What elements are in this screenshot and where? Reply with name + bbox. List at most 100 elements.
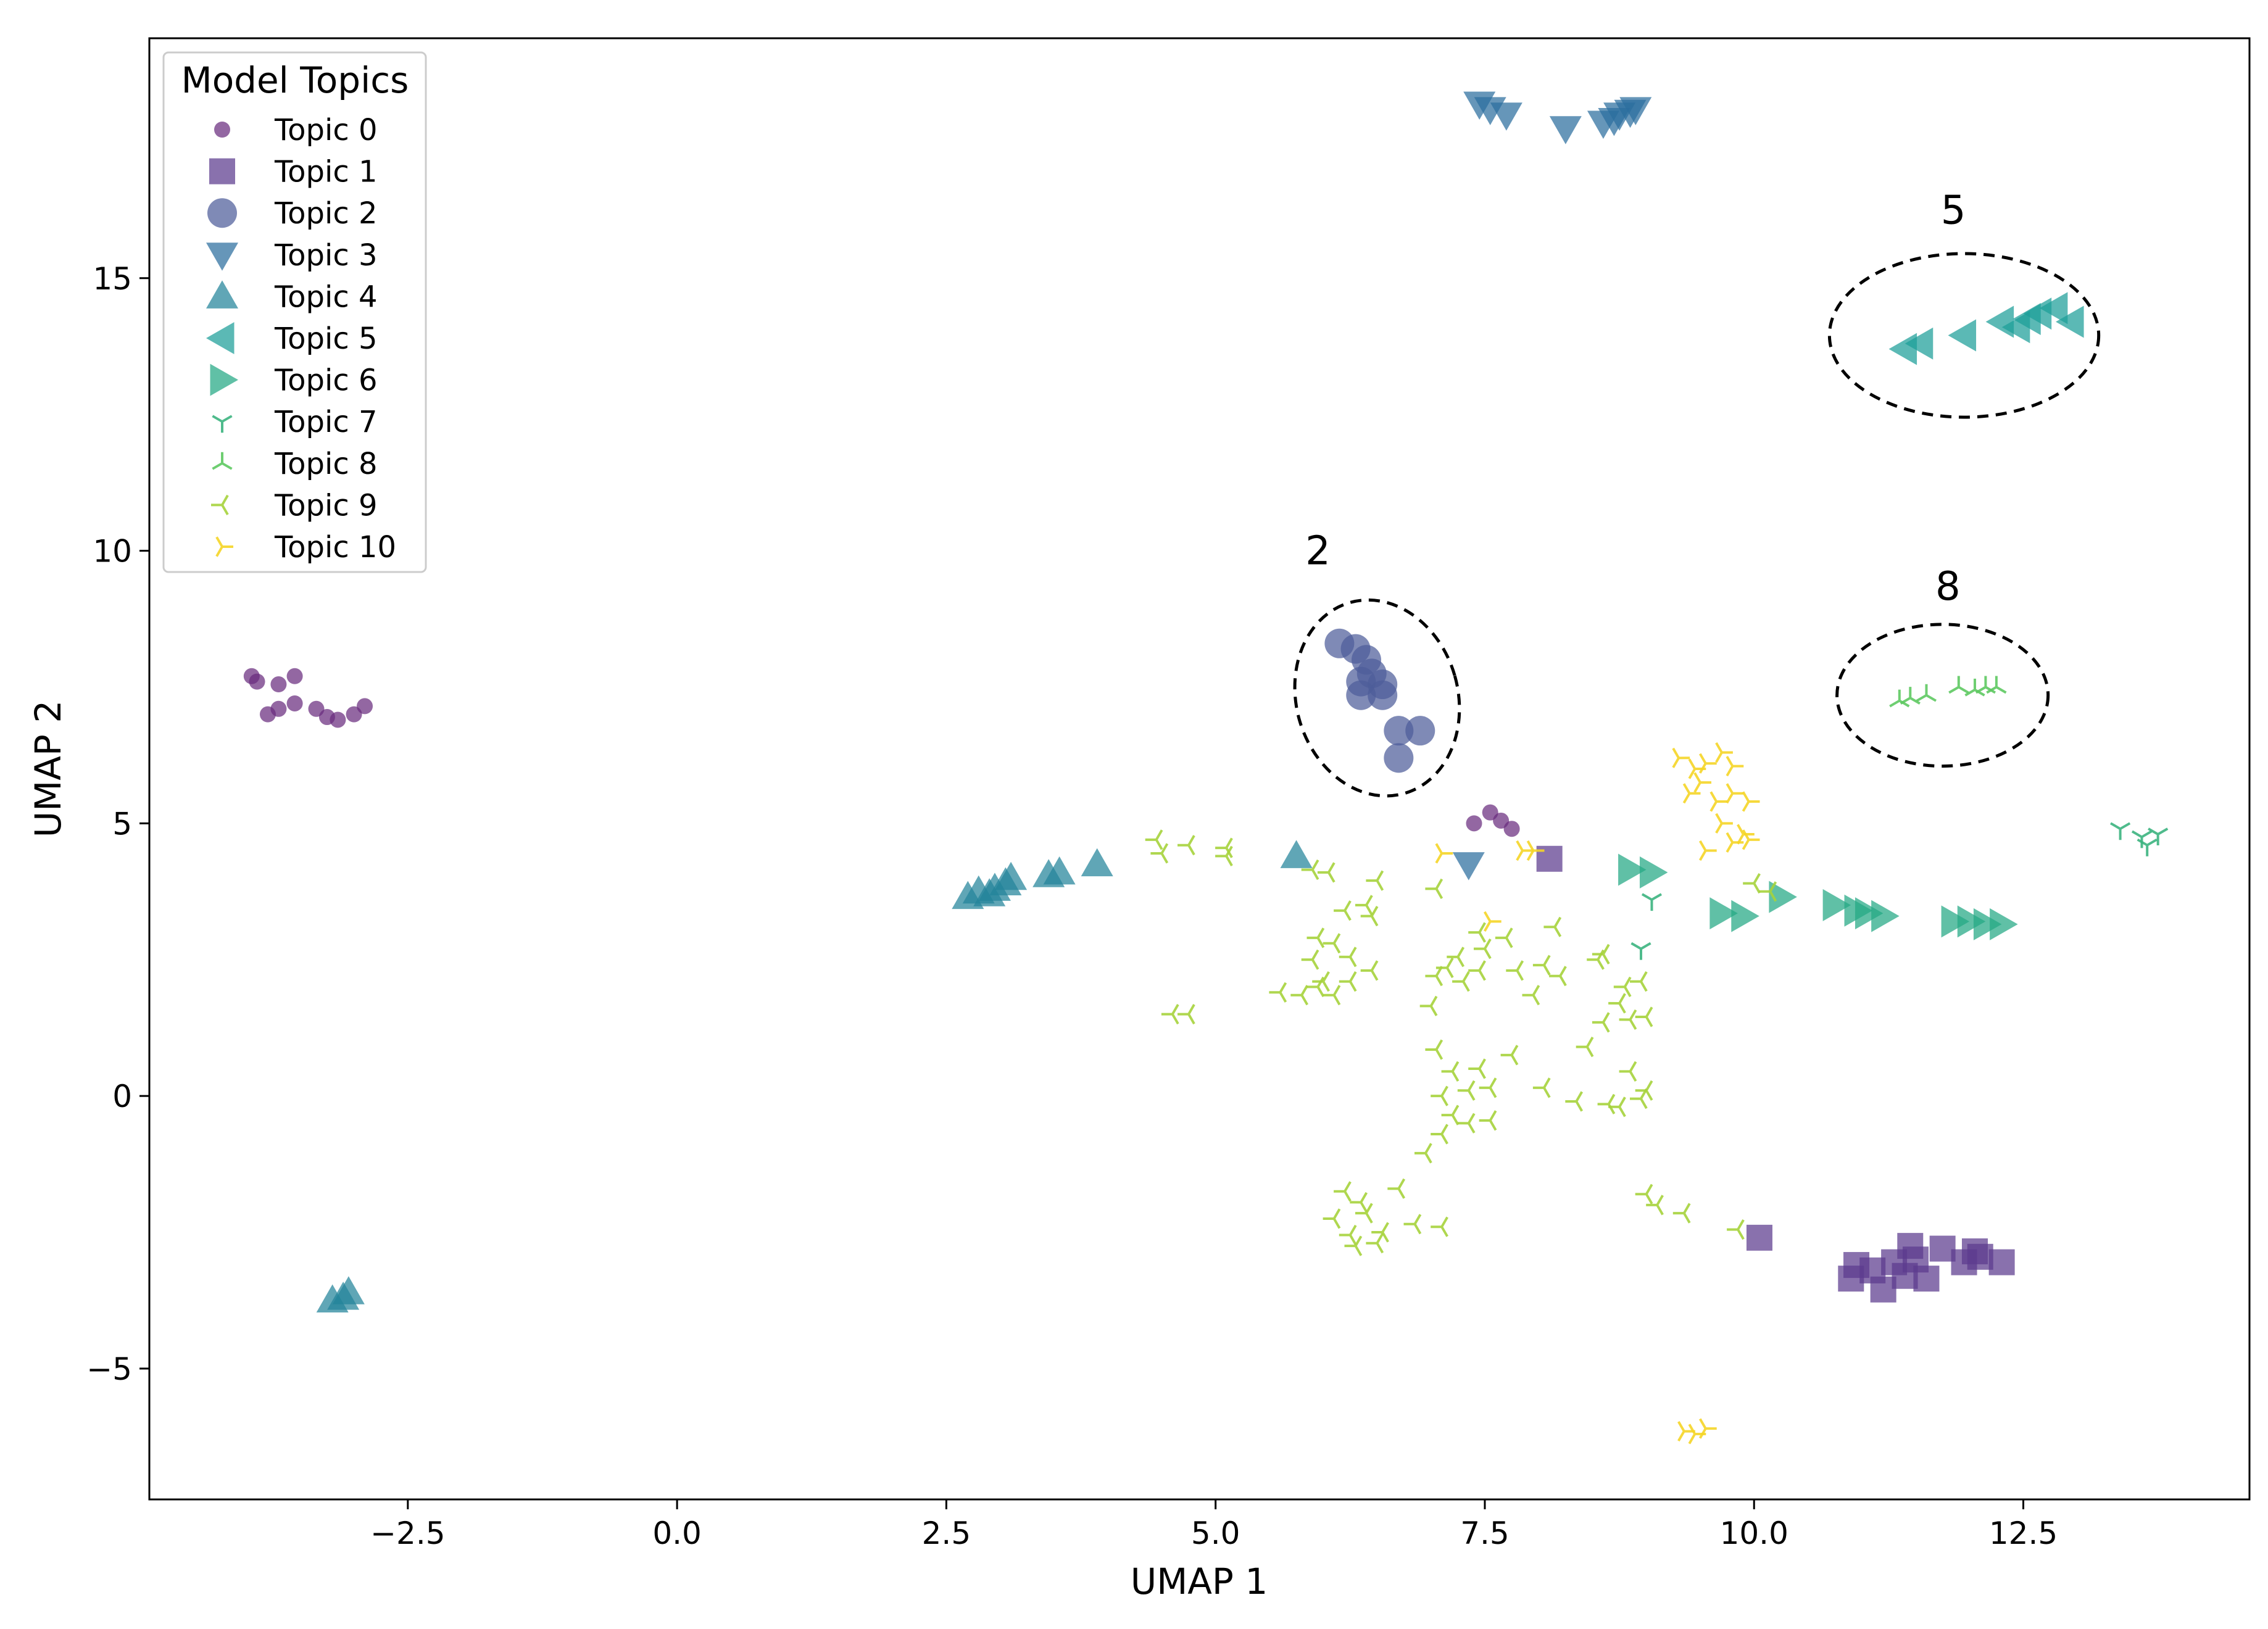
y-tick-label: 0	[112, 1079, 132, 1114]
cluster-label: 2	[1305, 529, 1331, 574]
data-point	[1672, 747, 1690, 768]
data-point	[1746, 1224, 1772, 1251]
data-point	[1323, 985, 1341, 1006]
legend-marker	[212, 452, 233, 470]
data-point	[357, 698, 373, 715]
legend-label: Topic 9	[274, 488, 378, 523]
legend-label: Topic 2	[274, 196, 378, 231]
data-point	[1468, 1058, 1486, 1079]
data-point	[1688, 1424, 1706, 1445]
cluster-label: 8	[1935, 564, 1961, 610]
series-topic-1	[1536, 845, 2015, 1303]
data-point	[1503, 821, 1520, 837]
data-point	[1576, 1037, 1594, 1058]
data-point	[1726, 783, 1744, 804]
series-topic-5	[1888, 292, 2084, 365]
data-point	[286, 668, 303, 684]
y-tick-label: 15	[93, 261, 132, 297]
data-point	[995, 861, 1028, 890]
data-point	[1871, 900, 1900, 932]
data-point	[1743, 873, 1761, 894]
data-point	[1613, 976, 1632, 997]
data-point	[1452, 852, 1485, 881]
data-points	[243, 91, 2169, 1445]
data-point	[1941, 905, 1970, 938]
data-point	[1360, 960, 1379, 981]
data-point	[1468, 960, 1486, 981]
legend-entry: Topic 3	[206, 238, 378, 273]
legend-marker	[206, 242, 238, 271]
data-point	[1900, 687, 1921, 705]
legend-label: Topic 0	[274, 113, 378, 147]
data-point	[1618, 853, 1647, 886]
data-point	[1986, 676, 2007, 694]
x-tick-label: 5.0	[1191, 1515, 1240, 1551]
data-point	[1435, 957, 1454, 979]
data-point	[1855, 897, 1884, 930]
series-topic-4	[316, 840, 1313, 1312]
legend-label: Topic 7	[274, 405, 378, 439]
data-point	[1334, 900, 1352, 921]
y-tick-label: 10	[93, 534, 132, 570]
data-point	[1387, 1178, 1406, 1199]
data-point	[1988, 1249, 2015, 1275]
data-point	[1355, 895, 1373, 916]
data-point	[1339, 947, 1357, 968]
data-point	[1948, 319, 1977, 352]
data-point	[1769, 881, 1797, 913]
data-point	[1301, 949, 1319, 970]
data-point	[1346, 680, 1376, 710]
data-point	[1742, 829, 1760, 850]
data-point	[1916, 684, 1937, 702]
data-point	[1425, 878, 1443, 899]
x-tick-label: 10.0	[1720, 1515, 1788, 1551]
data-point	[1715, 813, 1733, 834]
data-point	[1635, 1006, 1653, 1027]
data-point	[1532, 955, 1551, 976]
data-point	[1698, 840, 1717, 861]
data-point	[1269, 982, 1287, 1003]
cluster-ellipse	[1835, 623, 2050, 768]
data-point	[1473, 938, 1492, 960]
data-point	[1964, 678, 1985, 697]
series-topic-9	[1145, 829, 1777, 1256]
data-point	[1414, 1143, 1432, 1164]
data-point	[1435, 843, 1453, 864]
data-point	[1384, 716, 1414, 746]
data-point	[1419, 995, 1438, 1016]
data-point	[1145, 829, 1163, 850]
series-topic-6	[1618, 853, 2018, 940]
data-point	[1431, 1216, 1448, 1237]
data-point	[1339, 971, 1357, 992]
data-point	[1619, 1009, 1637, 1030]
data-point	[1441, 1105, 1460, 1125]
data-point	[1371, 1222, 1389, 1243]
data-point	[1698, 1418, 1717, 1439]
legend-marker	[206, 322, 235, 354]
data-point	[1500, 1045, 1519, 1066]
legend-entry: Topic 1	[209, 155, 378, 189]
data-point	[1682, 783, 1701, 804]
data-point	[2056, 305, 2084, 338]
data-point	[1490, 102, 1522, 131]
legend-entry: Topic 2	[207, 196, 378, 231]
data-point	[1630, 942, 1651, 960]
data-point	[1731, 900, 1759, 932]
data-point	[1506, 960, 1524, 981]
data-point	[1990, 908, 2018, 940]
data-point	[1360, 906, 1379, 927]
data-point	[1759, 881, 1777, 902]
data-point	[1688, 758, 1706, 779]
legend-label: Topic 1	[274, 155, 378, 189]
data-point	[1516, 840, 1534, 861]
data-point	[1957, 905, 1986, 938]
series-topic-10	[1435, 742, 1760, 1445]
series-topic-7	[1630, 822, 2169, 960]
legend-marker	[214, 122, 230, 138]
data-point	[2148, 827, 2169, 846]
data-point	[1368, 680, 1398, 710]
data-point	[1280, 840, 1313, 868]
x-tick-label: 7.5	[1460, 1515, 1510, 1551]
x-tick-label: −2.5	[370, 1515, 445, 1551]
data-point	[1608, 993, 1626, 1014]
